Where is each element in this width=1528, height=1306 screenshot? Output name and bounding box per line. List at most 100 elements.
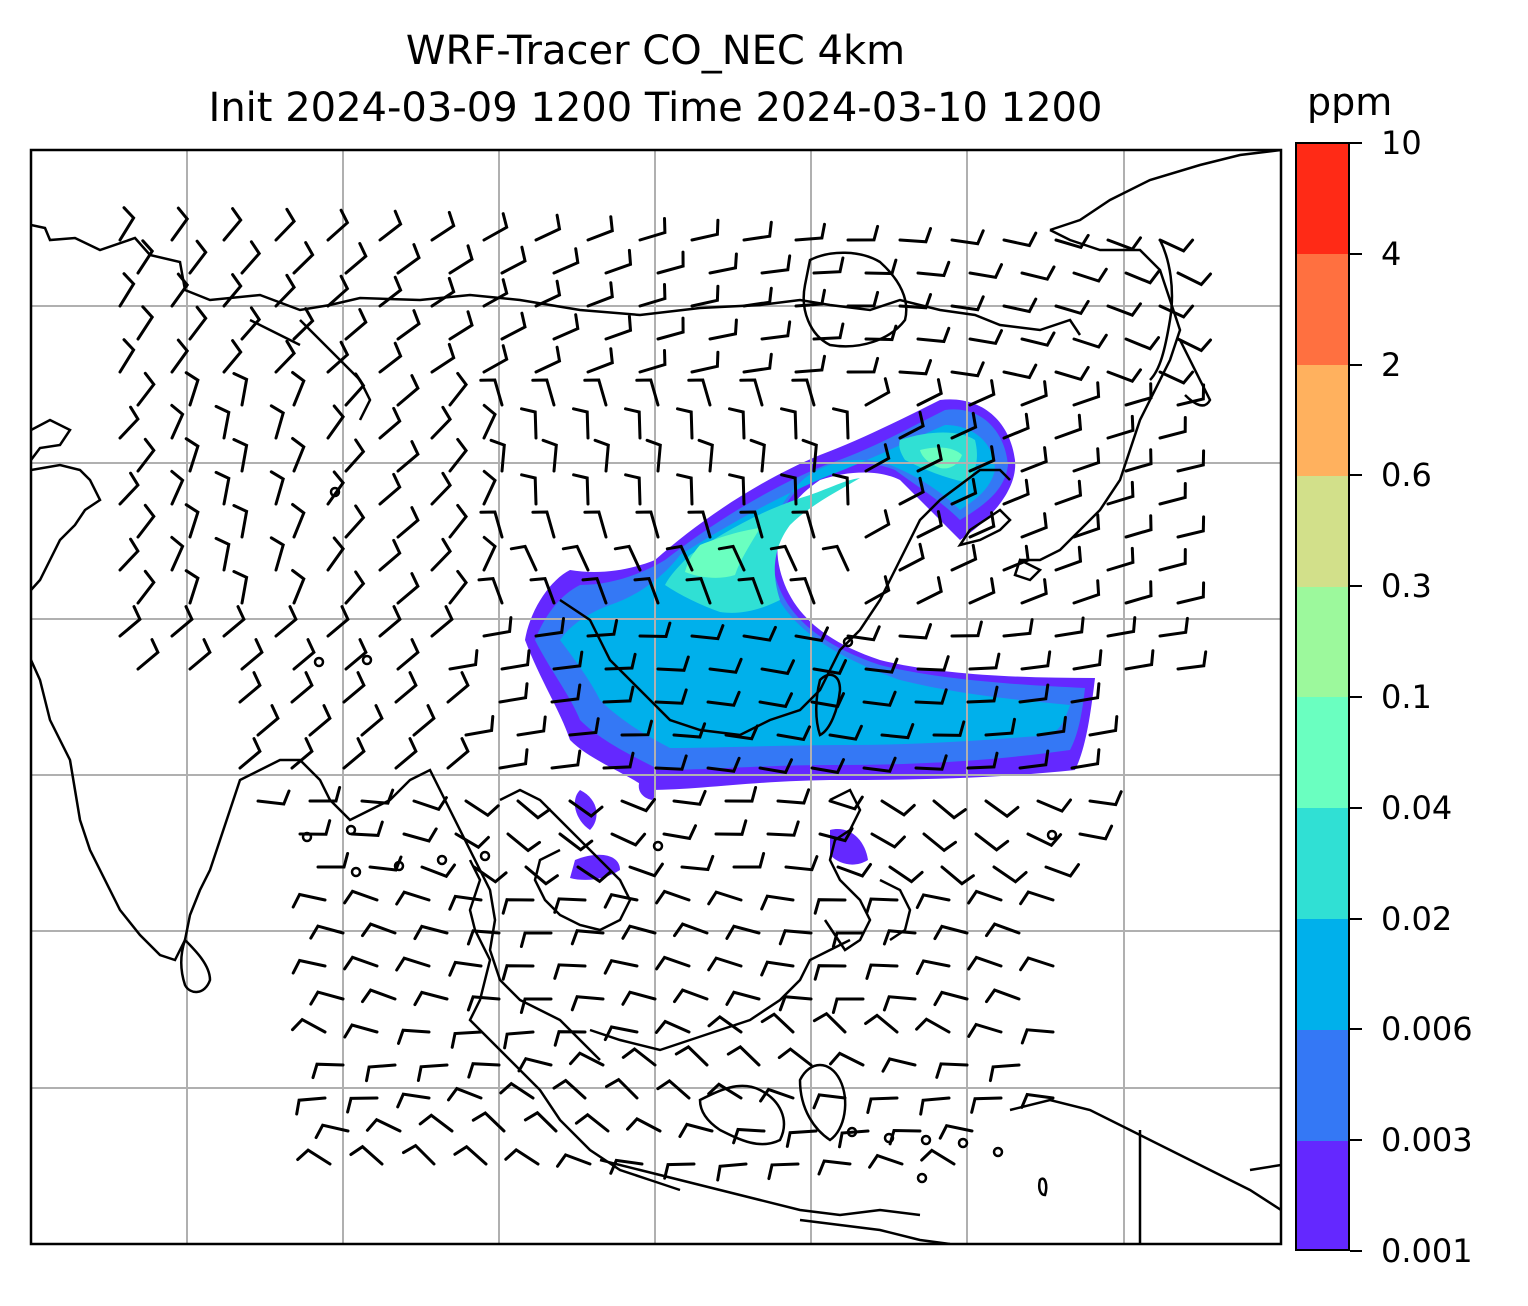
wind-barb: [604, 314, 633, 341]
wind-barb: [344, 638, 368, 671]
wind-barb: [1176, 383, 1206, 407]
wind-barb: [898, 293, 932, 310]
wind-barb: [552, 650, 584, 671]
wind-barb: [454, 832, 490, 850]
wind-barb: [378, 275, 403, 308]
wind-barb: [586, 215, 614, 242]
wind-barb: [448, 437, 468, 473]
colorbar-tick-label: 10: [1381, 124, 1422, 162]
wind-barb: [516, 715, 547, 737]
wind-barb: [420, 863, 456, 879]
wind-barb: [846, 625, 881, 642]
colorbar-segment: [1296, 1140, 1350, 1252]
wind-barb: [291, 371, 306, 407]
wind-barb: [810, 758, 845, 775]
wind-barb: [503, 1030, 535, 1050]
wind-barb: [412, 704, 436, 737]
wind-barb: [214, 536, 231, 572]
wind-barb: [1106, 414, 1135, 440]
wind-barb: [1002, 478, 1030, 506]
wind-barb: [292, 638, 316, 671]
wind-barb: [477, 576, 504, 605]
wind-barb: [864, 377, 891, 407]
wind-barb: [938, 1123, 974, 1140]
wind-barb: [479, 510, 504, 539]
wind-barb: [654, 688, 688, 705]
wind-barb: [870, 832, 906, 849]
wind-barb: [968, 329, 1003, 345]
wind-barb: [791, 378, 816, 407]
colorbar-unit-label: ppm: [1307, 80, 1393, 124]
wind-barb: [716, 1162, 748, 1182]
wind-barb: [295, 1096, 327, 1116]
wind-barb: [626, 1117, 662, 1133]
wind-barb: [118, 272, 136, 308]
wind-barb: [968, 379, 996, 407]
wind-barb: [568, 717, 600, 737]
wind-barb: [791, 510, 816, 539]
wind-barb: [397, 1028, 431, 1045]
wind-barb: [742, 352, 773, 374]
wind-barb: [708, 252, 738, 275]
wind-barb: [298, 819, 332, 836]
colorbar-frame: [1295, 142, 1350, 1251]
wind-barb: [394, 737, 418, 770]
wind-barb: [378, 406, 402, 440]
wind-barb: [985, 988, 1021, 1004]
wind-barb: [776, 788, 811, 805]
wind-barb: [1002, 231, 1038, 248]
wind-barb: [396, 243, 421, 275]
wind-barb: [430, 210, 456, 242]
wind-barb: [136, 638, 160, 671]
wind-barb: [184, 569, 200, 605]
wind-barb: [576, 865, 612, 884]
wind-barb: [396, 506, 420, 539]
wind-barb: [378, 209, 403, 242]
wind-barb: [789, 576, 816, 605]
wind-barb: [645, 438, 662, 473]
wind-barb: [118, 471, 140, 506]
wind-barb: [916, 326, 951, 344]
wind-barb: [656, 1079, 691, 1100]
wind-barb: [292, 241, 315, 275]
wind-barb: [344, 372, 366, 407]
wind-barb: [184, 371, 200, 407]
wind-barb: [968, 577, 996, 605]
wind-barb: [343, 955, 379, 971]
colorbar-segment: [1296, 918, 1350, 1030]
wind-barb: [638, 283, 667, 308]
wind-barb: [586, 347, 614, 374]
wind-barb: [950, 477, 978, 506]
wind-barb: [880, 799, 916, 817]
wind-barb: [326, 404, 345, 440]
wind-barb: [663, 1162, 696, 1180]
wind-barb: [583, 378, 608, 407]
wind-barb: [778, 995, 813, 1012]
wind-barb: [583, 510, 608, 539]
wind-barb: [570, 995, 605, 1012]
wind-barb: [349, 1144, 384, 1166]
wind-barb: [780, 407, 798, 440]
wind-barb: [501, 898, 535, 915]
wind-barb: [509, 544, 538, 572]
wind-barb: [690, 218, 720, 242]
wind-barb: [968, 263, 1003, 279]
wind-barb: [504, 1148, 540, 1166]
wind-barb: [828, 795, 864, 811]
wind-barb: [633, 576, 660, 605]
wind-barb: [552, 313, 580, 341]
wind-barb: [378, 341, 403, 374]
wind-barb: [916, 510, 943, 539]
wind-barb: [344, 504, 366, 539]
wind-barb: [966, 685, 999, 704]
wind-barb: [1019, 956, 1055, 972]
wind-barb: [864, 509, 891, 539]
wind-barb: [685, 576, 712, 605]
wind-barb: [519, 931, 553, 948]
wind-barb: [690, 624, 725, 641]
wind-barb: [1158, 548, 1187, 572]
wind-barb: [1072, 447, 1101, 473]
wind-barb: [864, 657, 899, 674]
wind-barb: [1070, 748, 1101, 770]
wind-barb: [464, 799, 500, 818]
